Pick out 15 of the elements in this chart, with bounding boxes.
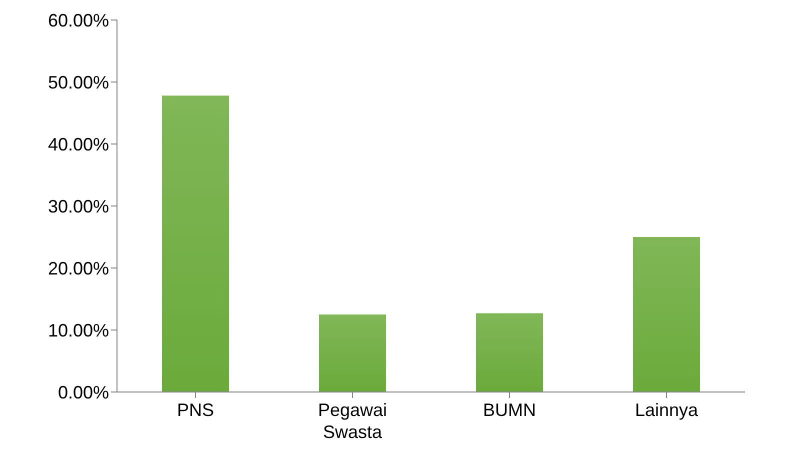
y-tick-label: 60.00% bbox=[48, 10, 109, 30]
x-tick-label: BUMN bbox=[483, 400, 536, 420]
bar bbox=[633, 237, 700, 392]
y-tick-label: 10.00% bbox=[48, 320, 109, 340]
bar bbox=[319, 314, 386, 392]
x-tick-label: Lainnya bbox=[634, 400, 700, 420]
x-tick-label: Pegawai Swasta bbox=[318, 400, 388, 442]
y-tick-label: 20.00% bbox=[48, 258, 109, 278]
bar bbox=[162, 96, 229, 392]
y-tick-label: 40.00% bbox=[48, 134, 109, 154]
bar bbox=[476, 313, 543, 392]
y-tick-label: 0.00% bbox=[58, 382, 109, 402]
x-tick-label: PNS bbox=[176, 400, 214, 420]
y-tick-label: 30.00% bbox=[48, 196, 109, 216]
y-tick-label: 50.00% bbox=[48, 72, 109, 92]
